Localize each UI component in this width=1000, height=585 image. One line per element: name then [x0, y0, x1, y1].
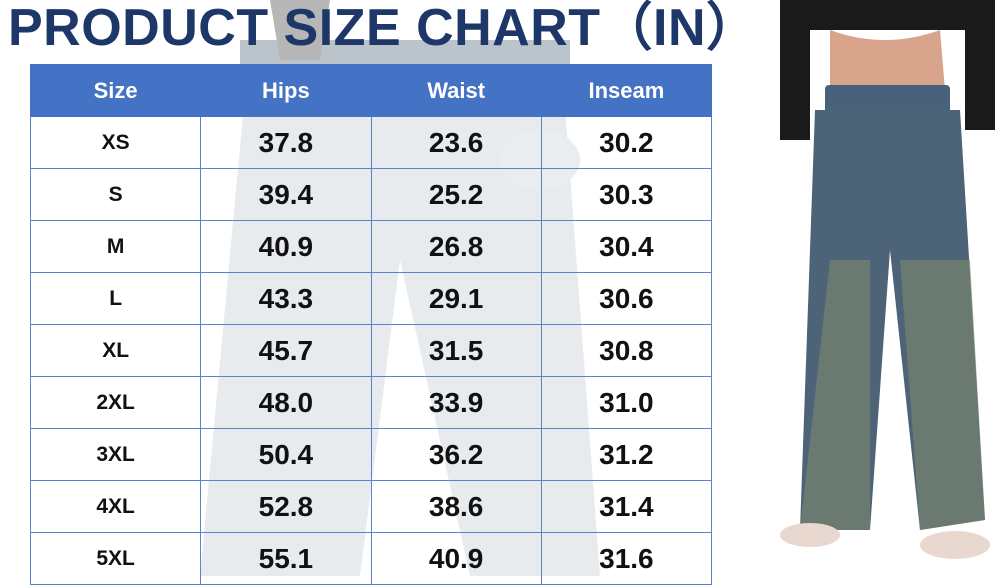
- table-row: 2XL 48.0 33.9 31.0: [29, 376, 713, 429]
- cell-inseam: 30.4: [540, 220, 713, 273]
- cell-hips: 37.8: [200, 116, 372, 169]
- table-row: 3XL 50.4 36.2 31.2: [29, 428, 713, 481]
- table-row: S 39.4 25.2 30.3: [29, 168, 713, 221]
- cell-size: XS: [29, 116, 202, 169]
- cell-waist: 26.8: [370, 220, 542, 273]
- cell-hips: 40.9: [200, 220, 372, 273]
- cell-inseam: 31.0: [540, 376, 713, 429]
- cell-hips: 39.4: [200, 168, 372, 221]
- table-row: M 40.9 26.8 30.4: [29, 220, 713, 273]
- cell-inseam: 31.4: [540, 480, 713, 533]
- cell-waist: 29.1: [370, 272, 542, 325]
- cell-waist: 38.6: [370, 480, 542, 533]
- cell-hips: 50.4: [200, 428, 372, 481]
- table-row: L 43.3 29.1 30.6: [29, 272, 713, 325]
- cell-waist: 25.2: [370, 168, 542, 221]
- cell-size: S: [29, 168, 202, 221]
- cell-inseam: 31.6: [540, 532, 713, 585]
- cell-hips: 52.8: [200, 480, 372, 533]
- cell-inseam: 30.3: [540, 168, 713, 221]
- header-hips: Hips: [200, 64, 372, 117]
- header-waist: Waist: [370, 64, 542, 117]
- size-chart-table: Size Hips Waist Inseam XS 37.8 23.6 30.2 S 39…: [29, 64, 713, 585]
- cell-hips: 43.3: [200, 272, 372, 325]
- header-inseam: Inseam: [540, 64, 713, 117]
- table-row: XS 37.8 23.6 30.2: [29, 116, 713, 169]
- cell-inseam: 30.6: [540, 272, 713, 325]
- cell-hips: 55.1: [200, 532, 372, 585]
- cell-hips: 45.7: [200, 324, 372, 377]
- cell-waist: 40.9: [370, 532, 542, 585]
- table-row: 5XL 55.1 40.9 31.6: [29, 532, 713, 585]
- model-wearing-jeans-image: [780, 0, 995, 559]
- table-row: XL 45.7 31.5 30.8: [29, 324, 713, 377]
- cell-waist: 31.5: [370, 324, 542, 377]
- cell-waist: 23.6: [370, 116, 542, 169]
- cell-inseam: 31.2: [540, 428, 713, 481]
- table-row: 4XL 52.8 38.6 31.4: [29, 480, 713, 533]
- cell-size: 2XL: [29, 376, 202, 429]
- cell-size: 5XL: [29, 532, 202, 585]
- cell-size: M: [29, 220, 202, 273]
- table-header-row: Size Hips Waist Inseam: [29, 64, 713, 117]
- header-size: Size: [29, 64, 202, 117]
- cell-inseam: 30.8: [540, 324, 713, 377]
- cell-size: 4XL: [29, 480, 202, 533]
- cell-size: XL: [29, 324, 202, 377]
- page-title: PRODUCT SIZE CHART（IN）: [8, 0, 759, 57]
- cell-waist: 33.9: [370, 376, 542, 429]
- cell-hips: 48.0: [200, 376, 372, 429]
- cell-waist: 36.2: [370, 428, 542, 481]
- cell-size: 3XL: [29, 428, 202, 481]
- cell-size: L: [29, 272, 202, 325]
- cell-inseam: 30.2: [540, 116, 713, 169]
